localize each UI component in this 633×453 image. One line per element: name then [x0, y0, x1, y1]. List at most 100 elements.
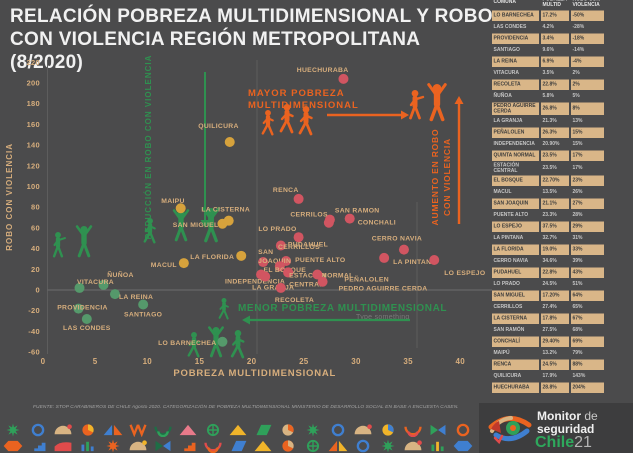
table-cell: 69%: [571, 336, 604, 347]
menor-annotation: MENOR POBREZA MULTIDIMENSIONAL: [238, 303, 447, 314]
deco-shape: [306, 439, 320, 453]
table-row: INDEPENDENCIA 20.90% 15%: [492, 139, 604, 150]
table-row: VITACURA 3.5% 2%: [492, 68, 604, 79]
table-row: PUENTE ALTO 23.3% 28%: [492, 210, 604, 221]
table-cell: HUECHURABA: [492, 382, 539, 393]
data-point-label: LAS CONDES: [63, 325, 111, 332]
x-tick-label: 10: [143, 357, 153, 366]
y-tick-label: 120: [27, 161, 40, 170]
page-title-line1: RELACIÓN POBREZA MULTIDIMENSIONAL Y ROBO: [10, 6, 493, 27]
deco-shape: [282, 440, 294, 452]
x-tick-label: 0: [41, 357, 46, 366]
table-cell: ÑUÑOA: [493, 93, 512, 99]
logo-21: 21: [574, 434, 592, 451]
decorative-band: [2, 423, 479, 453]
table-cell: 8%: [571, 102, 604, 115]
table-cell: 19.0%: [541, 244, 569, 255]
data-point-label: CONCHALI: [358, 220, 396, 227]
y-tick-label: 0: [36, 286, 40, 295]
deco-shape: [129, 440, 147, 451]
table-cell: 21.1%: [541, 198, 569, 209]
data-point-label: CENTRAL: [289, 281, 324, 288]
data-point-lo-prado: [293, 232, 304, 243]
table-cell: LO ESPEJO: [492, 221, 539, 232]
data-point-label: PEÑALOLEN: [344, 274, 389, 283]
data-point-label: RENCA: [273, 187, 299, 194]
table-cell: 6.9%: [541, 56, 569, 67]
table-cell: 15%: [572, 141, 583, 147]
table-row: LO ESPEJO 37.5% 29%: [492, 221, 604, 232]
table-cell: RECOLETA: [492, 79, 539, 90]
table-cell: 29.40%: [541, 336, 569, 347]
scatter-chart: 220200180160140120100806040200-20-40-600…: [5, 55, 492, 379]
table-cell: 33%: [571, 244, 604, 255]
data-point-label: PEDRO AGUIRRE CERDA: [339, 286, 428, 293]
deco-shape: [282, 424, 294, 436]
data-point-vitacura: [74, 282, 85, 293]
table-cell: 39%: [572, 258, 583, 264]
data-point-maip-: [175, 203, 186, 214]
data-point-lo-espejo: [429, 254, 440, 265]
aumento-annotation: AUMENTO EN ROBO: [430, 129, 440, 226]
data-point-label: PUDAHUEL: [288, 241, 328, 248]
deco-shape: [382, 424, 394, 436]
table-row: CERRO NAVIA 34.6% 39%: [492, 256, 604, 267]
table-cell: LA FLORIDA: [492, 244, 539, 255]
data-point-cerro-navia: [398, 244, 409, 255]
table-body: LO BARNECHEA 17.2% -50% LAS CONDES 4.2% -28% P…: [492, 10, 604, 393]
table-cell: CERRO NAVIA: [493, 258, 529, 264]
data-point-label: RECOLETA: [275, 297, 314, 304]
table-cell: 23.5%: [542, 165, 557, 171]
data-point-la-florida: [236, 250, 247, 261]
x-tick-label: 5: [93, 357, 98, 366]
person-icon: [409, 90, 425, 120]
deco-shape: [404, 440, 422, 451]
data-point-label: LA CISTERNA: [201, 207, 250, 214]
table-row: EL BOSQUE 22.70% 23%: [492, 175, 604, 186]
deco-shape: [6, 423, 20, 437]
table-cell: SAN MIGUEL: [492, 290, 539, 301]
table-cell: 22.8%: [541, 79, 569, 90]
table-cell: VITACURA: [493, 70, 519, 76]
data-point-san-joaquin: [258, 257, 269, 268]
table-cell: 31%: [572, 235, 583, 241]
table-cell: 23%: [571, 175, 604, 186]
table-row: PEÑALOLEN 26.3% 15%: [492, 127, 604, 138]
y-tick-label: 140: [27, 141, 40, 150]
table-cell: -18%: [571, 33, 604, 44]
table-cell: PEÑALOLEN: [492, 127, 539, 138]
logo-chile: Chile: [535, 434, 575, 451]
table-cell: 17.9%: [542, 373, 557, 379]
data-point-label: LO BARNECHEA: [158, 340, 216, 347]
deco-shape: [206, 423, 220, 437]
table-cell: 143%: [572, 373, 586, 379]
deco-shape: [155, 440, 171, 452]
table-cell: 51%: [572, 281, 583, 287]
y-axis-label: ROBO CON VIOLENCIA: [5, 143, 14, 251]
data-point-label: INDEPENDENCIA: [225, 278, 285, 285]
table-cell: LAS CONDES: [493, 24, 527, 30]
deco-shape: [256, 424, 272, 436]
table-cell: 23.3%: [542, 212, 557, 218]
data-point-santiago: [138, 299, 149, 310]
person-icon: [261, 110, 274, 136]
logo-text-line1: Monitor de: [537, 409, 598, 423]
data-point-la-pintana: [379, 252, 390, 263]
data-point-macul: [178, 258, 189, 269]
deco-shape: [430, 424, 446, 436]
data-point-label: JOAQUIN: [258, 258, 291, 265]
deco-shape: [306, 423, 320, 437]
table-cell: SAN RAMÓN: [493, 327, 525, 333]
data-point-label: SAN: [258, 249, 273, 256]
table-cell: 4.2%: [542, 24, 554, 30]
table-cell: LA PINTANA: [493, 235, 524, 241]
mayor-annotation: MULTIDIMENSIONAL: [248, 100, 359, 111]
table-row: PEDRO AGUIRRE CERDA 26.8% 8%: [492, 102, 604, 115]
col-header-pobreza: POBREZA MULTID: [542, 0, 567, 8]
deco-shape: [404, 426, 422, 437]
table-row: LA PINTANA 32.7% 31%: [492, 233, 604, 244]
table-cell: ESTACIÓN CENTRAL: [493, 162, 519, 174]
data-point-huechuraba: [338, 73, 349, 84]
y-tick-label: 180: [27, 99, 40, 108]
table-cell: 204%: [571, 382, 604, 393]
